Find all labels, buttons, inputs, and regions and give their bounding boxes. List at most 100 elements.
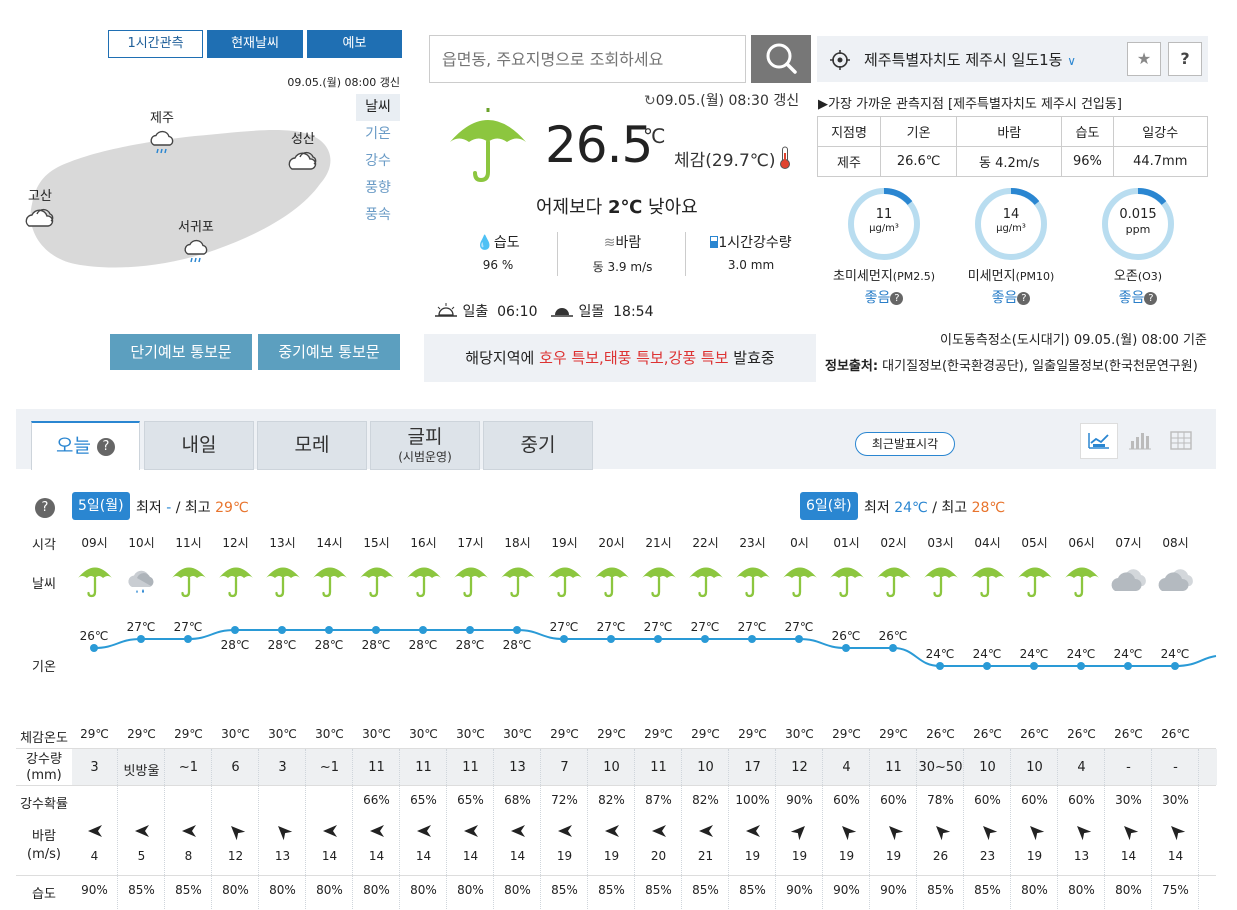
umbrella-icon: [588, 560, 635, 603]
help-button[interactable]: ?: [1168, 42, 1202, 76]
column-divider: [587, 749, 588, 909]
station-jeju[interactable]: 제주: [147, 107, 177, 160]
short-term-forecast-bulletin-button[interactable]: 단기예보 통보문: [110, 334, 252, 370]
grid-table-icon: [1170, 431, 1192, 450]
temperature-point: [701, 635, 709, 643]
jeju-island-map[interactable]: [20, 112, 358, 272]
humidity-cell: 90%: [81, 883, 108, 897]
column-divider: [305, 749, 306, 909]
tab-forecast[interactable]: 예보: [307, 30, 402, 58]
tab-hourly-observation[interactable]: 1시간관측: [108, 30, 203, 58]
feels-like-cell: 30℃: [503, 727, 532, 741]
temperature-point: [1124, 662, 1132, 670]
temperature-label: 24℃: [1067, 647, 1096, 661]
map-layer-wind-direction[interactable]: 풍향: [365, 180, 391, 196]
table-view-button[interactable]: [1166, 423, 1196, 459]
station-seogwipo[interactable]: 서귀포: [178, 216, 214, 269]
wind-speed-cell: 13: [1073, 849, 1090, 863]
row-label-unit: (mm): [26, 768, 62, 783]
feels-like-cell: 29℃: [832, 727, 861, 741]
hour-label: 16시: [410, 536, 437, 550]
temperature-point: [983, 662, 991, 670]
location-target-icon[interactable]: [830, 50, 850, 70]
help-icon[interactable]: ?: [97, 437, 115, 456]
wind-direction-arrow-icon: [682, 822, 729, 843]
help-icon[interactable]: ?: [890, 292, 904, 305]
tab-three-days-later[interactable]: 글피 (시범운영): [370, 421, 480, 470]
tab-mid-term[interactable]: 중기: [483, 421, 593, 470]
weather-alert-banner[interactable]: 해당지역에 호우 특보,태풍 특보,강풍 특보 발효중: [424, 334, 816, 382]
help-icon[interactable]: ?: [1144, 292, 1158, 305]
recent-release-time-button[interactable]: 최근발표시각: [855, 432, 955, 456]
air-value: 11: [875, 207, 893, 222]
day1-min-max: 최저 - / 최고 29℃: [136, 500, 249, 516]
temperature-point: [889, 644, 897, 652]
temperature-point: [372, 626, 380, 634]
wind-speed-cell: 21: [697, 849, 714, 863]
feels-like-cell: 30℃: [785, 727, 814, 741]
station-seongsan[interactable]: 성산: [286, 128, 320, 179]
tab-day-after-tomorrow[interactable]: 모레: [257, 421, 367, 470]
map-layer-temperature[interactable]: 기온: [365, 126, 391, 142]
precipitation-cell: 7: [560, 760, 569, 775]
search-button[interactable]: [751, 35, 811, 83]
precipitation-cell: 4: [1077, 760, 1086, 775]
bar-view-button[interactable]: [1125, 423, 1155, 459]
wind-direction-arrow-icon: [71, 822, 118, 843]
bar-chart-icon: [1129, 433, 1151, 450]
temperature-point: [231, 626, 239, 634]
wind-value: 동 3.9 m/s: [592, 260, 653, 274]
droplet-icon: 💧: [476, 235, 494, 251]
wind-direction-arrow-icon: [541, 822, 588, 843]
table-header: 기온: [880, 116, 958, 147]
temperature-point: [278, 626, 286, 634]
feels-like-cell: 26℃: [1114, 727, 1143, 741]
graph-view-button[interactable]: [1080, 423, 1118, 459]
column-divider: [916, 749, 917, 909]
help-icon[interactable]: ?: [1017, 292, 1031, 305]
column-divider: [493, 749, 494, 909]
map-layer-weather[interactable]: 날씨: [356, 94, 400, 121]
umbrella-icon: [729, 560, 776, 603]
row-label-time: 시각: [32, 538, 56, 553]
column-divider: [540, 749, 541, 909]
location-selector[interactable]: 제주특별자치도 제주시 일도1동 ∨: [864, 49, 1076, 70]
sunrise-icon: [435, 303, 457, 317]
hour-label: 18시: [504, 536, 531, 550]
tab-today[interactable]: 오늘 ?: [31, 421, 140, 470]
feels-like-cell: 29℃: [691, 727, 720, 741]
map-layer-wind-speed[interactable]: 풍속: [365, 207, 391, 223]
temperature-point: [90, 644, 98, 652]
air-grade: 좋음: [864, 290, 891, 306]
feels-like-cell: 30℃: [409, 727, 438, 741]
temperature-label: 28℃: [456, 638, 485, 652]
table-header-row: 지점명 기온 바람 습도 일강수: [816, 116, 1208, 147]
day2-min-max: 최저 24℃ / 최고 28℃: [864, 500, 1006, 516]
column-divider: [869, 749, 870, 909]
humidity-cell: 80%: [1115, 883, 1142, 897]
divider: [16, 748, 1216, 749]
feels-like-cell: 30℃: [268, 727, 297, 741]
hour-label: 07시: [1115, 536, 1142, 550]
tab-tomorrow[interactable]: 내일: [144, 421, 254, 470]
map-layer-precipitation[interactable]: 강수: [365, 153, 391, 169]
station-gosan[interactable]: 고산: [23, 185, 57, 236]
help-icon[interactable]: ?: [35, 498, 55, 518]
umbrella-icon: [259, 560, 306, 603]
temperature-label: 27℃: [691, 620, 720, 634]
hour-label: 23시: [739, 536, 766, 550]
humidity-cell: 80%: [363, 883, 390, 897]
humidity-cell: 80%: [316, 883, 343, 897]
table-row: 제주 26.6℃ 동 4.2m/s 96% 44.7mm: [816, 146, 1208, 177]
favorite-star-button[interactable]: ★: [1127, 42, 1161, 76]
mid-term-forecast-bulletin-button[interactable]: 중기예보 통보문: [258, 334, 400, 370]
hour-label: 06시: [1068, 536, 1095, 550]
temperature-label: 24℃: [1161, 647, 1190, 661]
air-unit: μg/m³: [996, 223, 1026, 234]
tab-current-weather[interactable]: 현재날씨: [207, 30, 303, 58]
sunset-icon: [551, 308, 573, 317]
refresh-icon[interactable]: ↻: [644, 93, 656, 109]
search-input[interactable]: [429, 35, 746, 83]
row-label-feels-like: 체감온도: [20, 731, 68, 746]
temperature-point: [1171, 662, 1179, 670]
